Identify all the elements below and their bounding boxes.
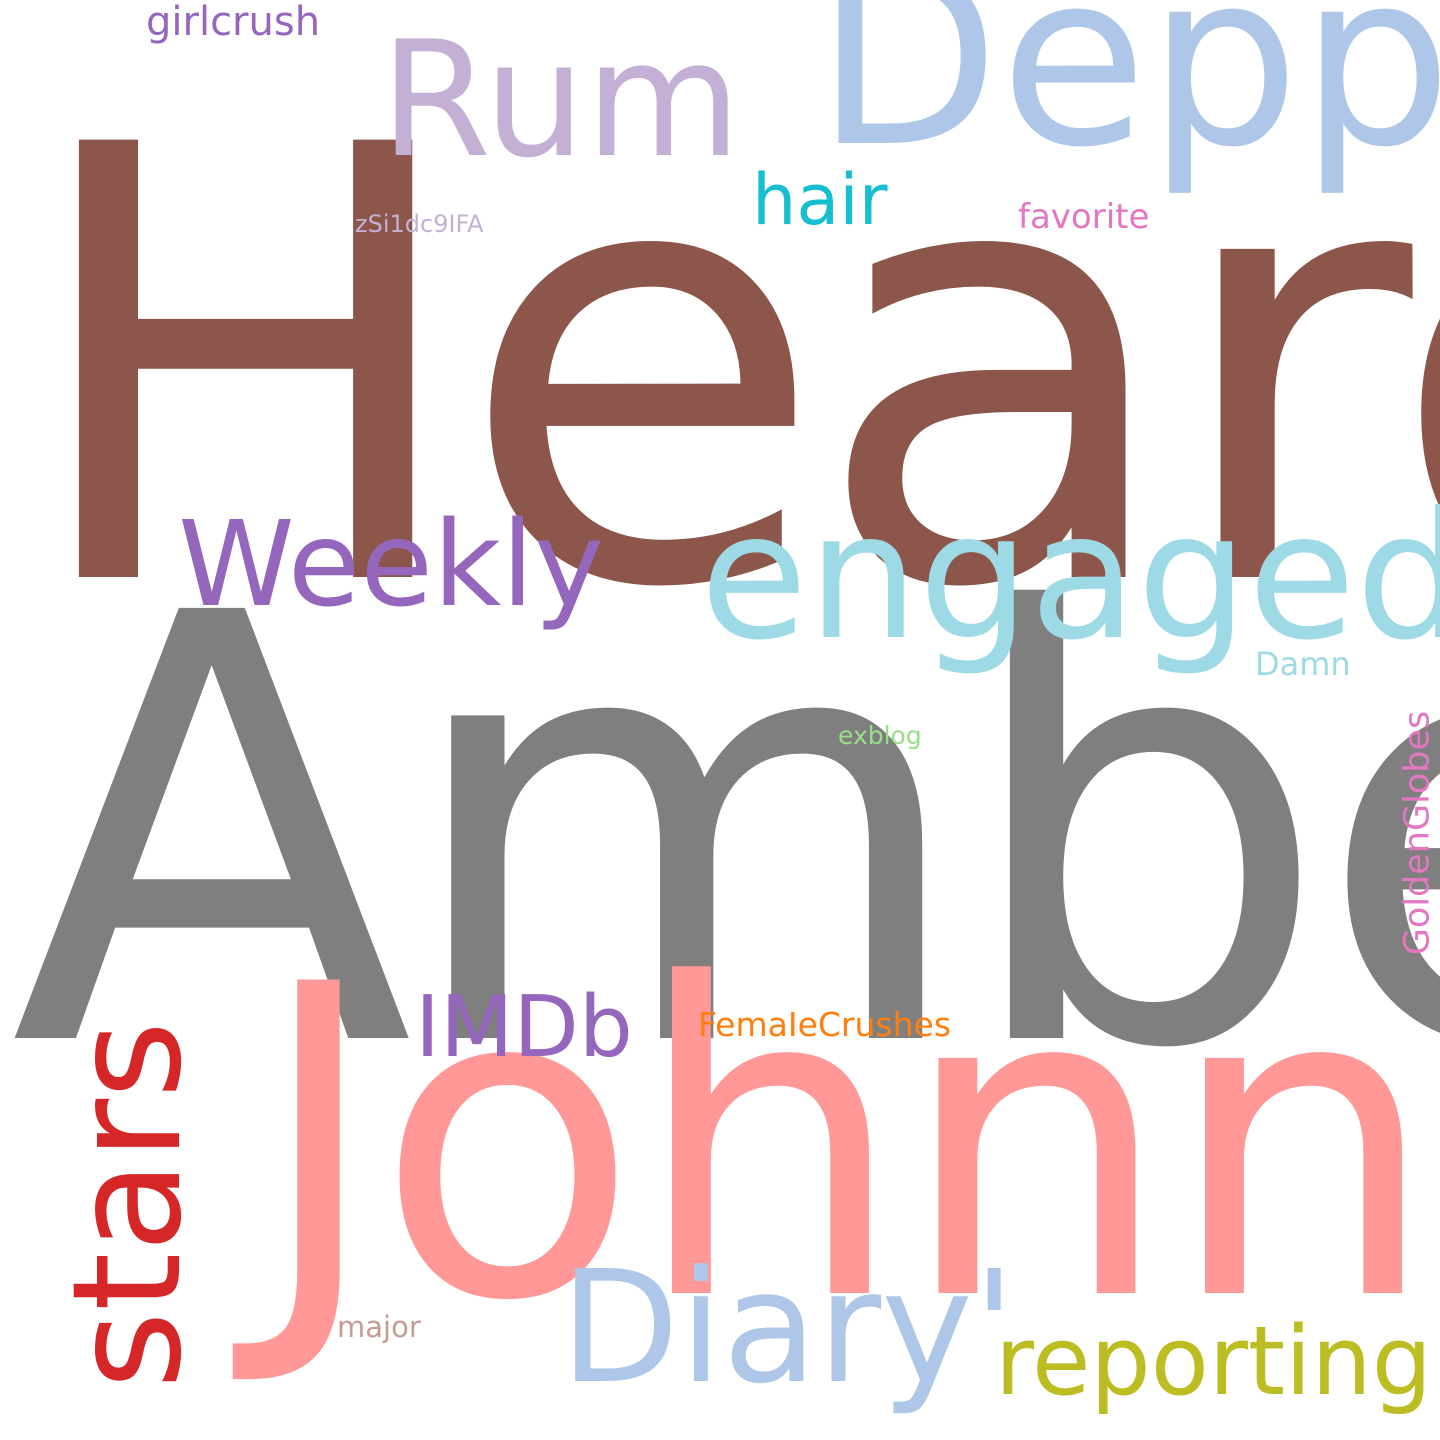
word-hair: hair [752, 159, 888, 241]
word-stars: stars [41, 1020, 215, 1390]
word-amber: Amber [10, 491, 1440, 1178]
word-imdb: IMDb [415, 978, 633, 1077]
word-girlcrush: girlcrush [146, 0, 321, 45]
word-heard: Heard [20, 20, 1440, 719]
word-exblog: exblog [838, 721, 922, 750]
word-depp: Depp [815, 0, 1440, 200]
word-weekly: Weekly [178, 495, 604, 633]
word-goldenglobes: GoldenGlobes [1397, 710, 1438, 956]
word-damn: Damn [1255, 645, 1351, 683]
word-johnny: Johnny [255, 895, 1440, 1395]
word-rum: Rum [380, 6, 742, 193]
word-femalecrushes: FemaIeCrushes [698, 1005, 952, 1044]
word-major: major [337, 1310, 421, 1344]
word-favorite: favorite [1018, 197, 1150, 237]
word-reporting: reporting [995, 1307, 1433, 1417]
word-engaged: engaged [700, 476, 1440, 679]
word-zsi1dc9ifa: zSi1dc9IFA [355, 210, 484, 238]
word-diary: Diary' [560, 1237, 1016, 1418]
